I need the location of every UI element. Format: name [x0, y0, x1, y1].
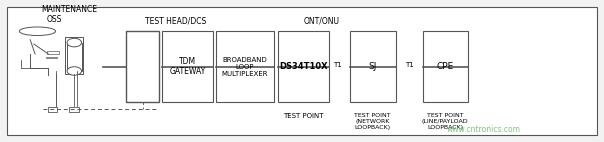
Bar: [423, 31, 468, 102]
Text: TEST POINT: TEST POINT: [283, 113, 324, 119]
Ellipse shape: [67, 38, 82, 47]
Bar: [48, 106, 57, 112]
Text: OSS: OSS: [47, 15, 62, 24]
Text: T1: T1: [333, 62, 341, 68]
Text: SJ: SJ: [369, 62, 377, 71]
Text: TEST HEAD/DCS: TEST HEAD/DCS: [145, 16, 206, 25]
Bar: [46, 57, 57, 58]
Bar: [278, 31, 329, 102]
Text: DS34T10X: DS34T10X: [279, 62, 328, 71]
Text: TDM
GATEWAY: TDM GATEWAY: [169, 57, 206, 76]
Text: ONT/ONU: ONT/ONU: [303, 16, 339, 25]
Text: BROADBAND
LOOP
MULTIPLEXER: BROADBAND LOOP MULTIPLEXER: [222, 57, 268, 77]
Bar: [69, 106, 79, 112]
Bar: [126, 31, 159, 102]
Bar: [216, 31, 274, 102]
Bar: [67, 43, 82, 71]
Text: www.cntronics.com: www.cntronics.com: [446, 125, 520, 134]
Bar: [350, 31, 396, 102]
Text: T1: T1: [405, 62, 414, 68]
Bar: [65, 37, 83, 74]
Bar: [162, 31, 213, 102]
Text: TEST POINT
(NETWORK
LOOPBACK): TEST POINT (NETWORK LOOPBACK): [355, 113, 391, 130]
Ellipse shape: [67, 67, 82, 75]
Text: CPE: CPE: [437, 62, 454, 71]
Bar: [47, 51, 59, 54]
Text: TEST POINT
(LINE/PAYLOAD
LOOPBACK): TEST POINT (LINE/PAYLOAD LOOPBACK): [422, 113, 469, 130]
Text: MAINTENANCE: MAINTENANCE: [41, 5, 97, 14]
